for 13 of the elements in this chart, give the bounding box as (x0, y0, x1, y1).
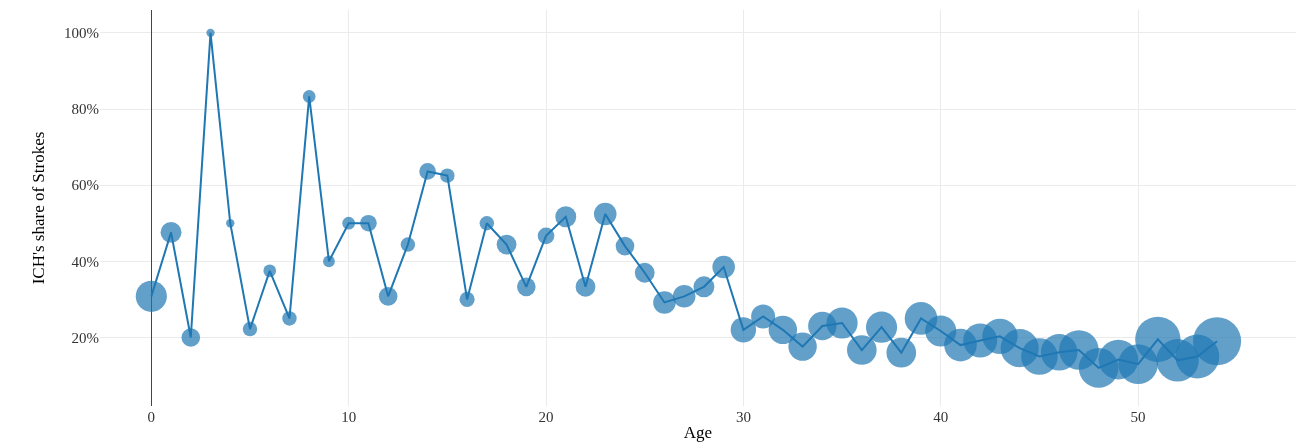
x-tick-label: 0 (147, 409, 156, 425)
y-tick-label: 60% (71, 177, 99, 194)
y-tick-label: 100% (64, 25, 99, 42)
y-tick-label: 20% (71, 329, 99, 346)
y-tick-label: 80% (71, 101, 99, 118)
x-tick-label: 20 (538, 409, 554, 425)
x-tick-label: 30 (735, 409, 751, 425)
x-tick-label: 40 (933, 409, 949, 425)
x-tick-label: 10 (341, 409, 357, 425)
y-tick-label: 40% (71, 253, 99, 270)
y-axis-title: ICH's share of Strokes (28, 131, 48, 285)
x-tick-label: 50 (1130, 409, 1146, 425)
x-axis-title: Age (683, 423, 713, 443)
